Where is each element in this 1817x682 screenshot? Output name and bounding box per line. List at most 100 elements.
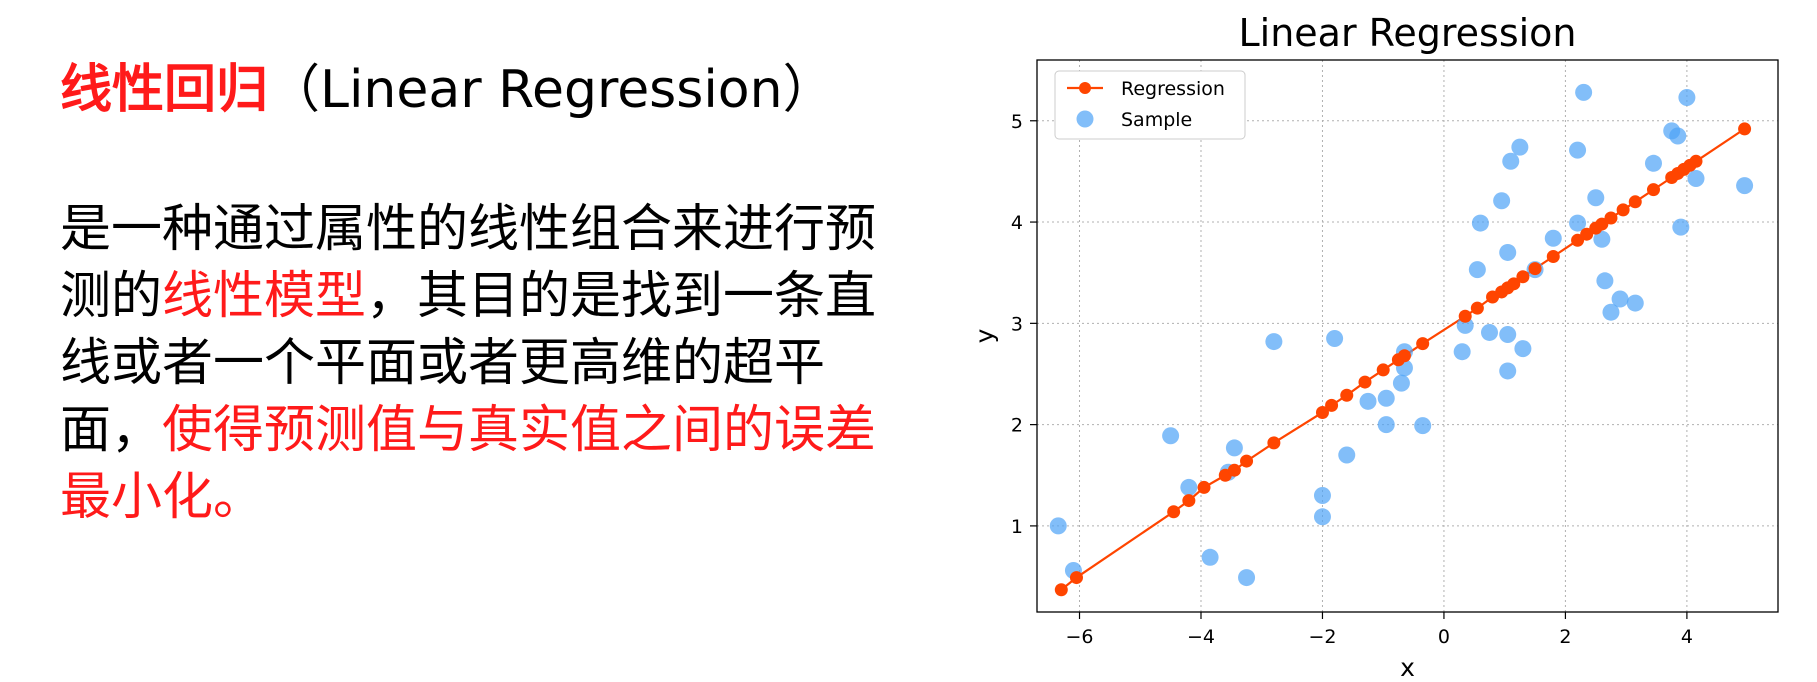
legend-regression-marker-icon	[1079, 82, 1091, 94]
regression-marker	[1267, 436, 1281, 450]
sample-point	[1569, 141, 1587, 159]
legend-sample-marker-icon	[1076, 110, 1094, 128]
y-tick-label: 2	[1011, 415, 1023, 437]
sample-point	[1225, 439, 1243, 457]
sample-point	[1587, 189, 1605, 207]
sample-point	[1669, 127, 1687, 145]
sample-point	[1499, 362, 1517, 380]
body-part-3: ，其目的是找到一条直线或者一个平面或者更高维的超平面，	[60, 267, 877, 460]
sample-point	[1499, 325, 1517, 343]
heading-english: （Linear Regression）	[268, 60, 835, 120]
sample-point	[1511, 138, 1529, 156]
regression-marker	[1646, 183, 1660, 197]
sample-point	[1493, 192, 1511, 210]
sample-point	[1644, 154, 1662, 172]
sample-point	[1687, 170, 1705, 188]
x-tick-label: 0	[1438, 626, 1450, 648]
body-part-1: 是一种通过属性的线性组合来进行预测的	[60, 200, 877, 326]
sample-point	[1377, 416, 1395, 434]
sample-point	[1180, 478, 1198, 496]
regression-marker	[1069, 571, 1083, 585]
y-tick-label: 5	[1011, 111, 1023, 133]
regression-marker	[1528, 262, 1542, 276]
regression-marker	[1595, 217, 1609, 231]
sample-point	[1359, 392, 1377, 410]
sample-point	[1575, 83, 1593, 101]
regression-marker	[1604, 211, 1618, 225]
regression-marker	[1458, 309, 1472, 323]
regression-marker	[1738, 122, 1752, 136]
x-tick-label: 4	[1681, 626, 1693, 648]
sample-point	[1049, 517, 1067, 535]
sample-point	[1672, 218, 1690, 236]
sample-point	[1453, 343, 1471, 361]
slide-body-text: 是一种通过属性的线性组合来进行预测的线性模型，其目的是找到一条直线或者一个平面或…	[60, 196, 920, 531]
legend-regression-label: Regression	[1121, 78, 1225, 100]
sample-point	[1414, 417, 1432, 435]
sample-point	[1326, 330, 1344, 348]
sample-point	[1611, 290, 1629, 308]
body-part-4-highlight: 使得预测值与真实值之间的误差最小化。	[60, 401, 877, 527]
sample-point	[1544, 229, 1562, 247]
x-tick-label: −4	[1187, 626, 1215, 648]
x-tick-label: 2	[1559, 626, 1571, 648]
regression-marker	[1227, 463, 1241, 477]
sample-point	[1499, 243, 1517, 261]
regression-marker	[1546, 249, 1560, 263]
sample-point	[1480, 323, 1498, 341]
x-tick-label: −6	[1066, 626, 1094, 648]
sample-point	[1502, 152, 1520, 170]
y-axis-label: y	[970, 328, 999, 343]
sample-point	[1392, 374, 1410, 392]
regression-marker	[1580, 227, 1594, 241]
regression-marker	[1315, 405, 1329, 419]
plot-frame	[1036, 59, 1779, 613]
regression-marker	[1358, 375, 1372, 389]
x-axis-label: x	[1400, 653, 1415, 682]
sample-point	[1313, 508, 1331, 526]
sample-point	[1602, 303, 1620, 321]
ticks-layer: −6 −4 −2 0 2 4 1 2 3 4 5	[1011, 111, 1693, 648]
regression-marker	[1571, 233, 1585, 247]
y-tick-label: 3	[1011, 313, 1023, 335]
sample-point	[1238, 569, 1256, 587]
sample-point	[1569, 214, 1587, 232]
regression-markers	[1054, 122, 1752, 597]
sample-point	[1338, 446, 1356, 464]
sample-point	[1471, 214, 1489, 232]
regression-marker	[1325, 398, 1339, 412]
regression-marker	[1516, 270, 1530, 284]
sample-point	[1468, 261, 1486, 279]
sample-point	[1162, 427, 1180, 445]
sample-point	[1201, 548, 1219, 566]
body-part-2-highlight: 线性模型	[162, 267, 367, 326]
sample-point	[1514, 340, 1532, 358]
legend-sample-label: Sample	[1121, 109, 1192, 131]
heading-chinese: 线性回归	[60, 60, 269, 120]
sample-point	[1265, 333, 1283, 351]
regression-marker	[1182, 494, 1196, 508]
regression-marker	[1628, 195, 1642, 209]
legend: Regression Sample	[1054, 70, 1246, 140]
regression-marker	[1054, 583, 1068, 597]
sample-point	[1626, 294, 1644, 312]
sample-point	[1377, 389, 1395, 407]
regression-marker	[1416, 337, 1430, 351]
regression-marker	[1340, 388, 1354, 402]
slide-heading: 线性回归（Linear Regression）	[60, 56, 835, 124]
y-tick-label: 1	[1011, 516, 1023, 538]
sample-point	[1596, 272, 1614, 290]
sample-point	[1593, 230, 1611, 248]
y-tick-label: 4	[1011, 212, 1023, 234]
regression-marker	[1616, 203, 1630, 217]
x-tick-label: −2	[1308, 626, 1336, 648]
regression-marker	[1197, 480, 1211, 494]
regression-marker	[1470, 301, 1484, 315]
grid-layer	[1037, 60, 1778, 612]
sample-point	[1313, 487, 1331, 505]
regression-marker	[1397, 349, 1411, 363]
regression-marker	[1240, 454, 1254, 468]
regression-marker	[1376, 363, 1390, 377]
chart-title: Linear Regression	[1238, 11, 1576, 55]
